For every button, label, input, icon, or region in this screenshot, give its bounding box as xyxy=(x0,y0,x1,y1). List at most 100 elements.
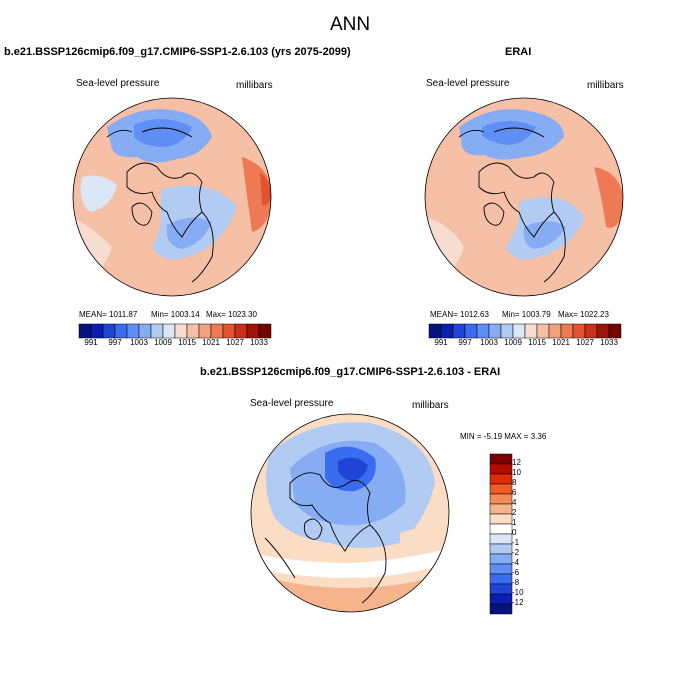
colorbar-swatch xyxy=(596,323,610,339)
panel-2-min: Min= 1003.79 xyxy=(502,310,551,319)
colorbar-swatch xyxy=(489,503,513,515)
colorbar-tick-label: 1033 xyxy=(250,338,268,347)
colorbar-tick-label: 991 xyxy=(434,338,448,347)
colorbar-swatch xyxy=(234,323,248,339)
colorbar-tick-label: 1009 xyxy=(154,338,172,347)
colorbar-tick-label: -1 xyxy=(512,538,520,547)
colorbar-swatch xyxy=(126,323,140,339)
colorbar-swatch xyxy=(246,323,260,339)
panel-1-light-region xyxy=(80,175,117,212)
colorbar-swatch xyxy=(78,323,92,339)
colorbar-tick-label: 1021 xyxy=(202,338,220,347)
colorbar-swatch xyxy=(452,323,466,339)
colorbar-swatch xyxy=(489,463,513,475)
colorbar-tick-label: 1027 xyxy=(226,338,244,347)
panel-1-colorbar-labels: 991 997 1003 1009 1015 1021 1027 1033 xyxy=(79,338,271,350)
panel-1-max: Max= 1023.30 xyxy=(206,310,257,319)
colorbar-tick-label: 1009 xyxy=(504,338,522,347)
colorbar-tick-label: 1033 xyxy=(600,338,618,347)
colorbar-swatch xyxy=(489,483,513,495)
panel-2-mean: MEAN= 1012.63 xyxy=(430,310,489,319)
colorbar-swatch xyxy=(198,323,212,339)
panel-1-polar-map xyxy=(72,97,272,297)
colorbar-swatch xyxy=(489,583,513,595)
colorbar-tick-label: 1021 xyxy=(552,338,570,347)
colorbar-tick-label: 1003 xyxy=(130,338,148,347)
colorbar-swatch xyxy=(489,513,513,525)
colorbar-swatch xyxy=(90,323,104,339)
colorbar-swatch xyxy=(512,323,526,339)
colorbar-tick-label: 1003 xyxy=(480,338,498,347)
panel-3-title: b.e21.BSSP126cmip6.f09_g17.CMIP6-SSP1-2.… xyxy=(200,366,501,378)
colorbar-tick-label: -6 xyxy=(512,568,520,577)
panel-3-white-band xyxy=(251,548,449,578)
colorbar-swatch xyxy=(489,473,513,485)
colorbar-swatch xyxy=(489,603,513,615)
colorbar-swatch xyxy=(524,323,538,339)
panel-2-colorbar xyxy=(428,323,622,339)
panel-1-min: Min= 1003.14 xyxy=(151,310,200,319)
panel-3-minmax: MIN = -5.19 MAX = 3.36 xyxy=(460,432,547,441)
colorbar-tick-label: 997 xyxy=(458,338,472,347)
colorbar-tick-label: 8 xyxy=(512,478,517,487)
colorbar-tick-label: -2 xyxy=(512,548,520,557)
panel-2-colorbar-labels: 991 997 1003 1009 1015 1021 1027 1033 xyxy=(429,338,621,350)
colorbar-swatch xyxy=(489,563,513,575)
colorbar-swatch xyxy=(489,533,513,545)
colorbar-swatch xyxy=(560,323,574,339)
panel-1-high-region xyxy=(242,157,271,232)
colorbar-swatch xyxy=(489,573,513,585)
colorbar-swatch xyxy=(548,323,562,339)
panel-1-coastlines xyxy=(106,127,214,283)
panel-2-max: Max= 1022.23 xyxy=(558,310,609,319)
panel-1-low-arc-core xyxy=(167,217,212,249)
colorbar-tick-label: 0 xyxy=(512,528,517,537)
colorbar-swatch xyxy=(536,323,550,339)
colorbar-tick-label: 1015 xyxy=(528,338,546,347)
panel-2-low-core xyxy=(482,121,536,145)
colorbar-swatch xyxy=(500,323,514,339)
colorbar-swatch xyxy=(608,323,622,339)
panel-1-mean: MEAN= 1011.87 xyxy=(79,310,138,319)
panel-3-polar-map xyxy=(250,413,450,613)
panel-2-title: ERAI xyxy=(505,46,532,58)
colorbar-swatch xyxy=(186,323,200,339)
colorbar-tick-label: 2 xyxy=(512,508,517,517)
colorbar-swatch xyxy=(174,323,188,339)
colorbar-swatch xyxy=(210,323,224,339)
colorbar-swatch xyxy=(150,323,164,339)
colorbar-swatch xyxy=(428,323,442,339)
colorbar-swatch xyxy=(440,323,454,339)
panel-3-pos-corner xyxy=(400,528,449,550)
panel-3-colorbar xyxy=(489,453,513,615)
panel-1-variable: Sea-level pressure xyxy=(76,78,160,89)
colorbar-swatch xyxy=(572,323,586,339)
colorbar-swatch xyxy=(584,323,598,339)
colorbar-swatch xyxy=(489,453,513,465)
panel-3-colorbar-labels: 12 10 8 6 4 2 1 0 -1 -2 -4 -6 -8 -10 -12 xyxy=(512,454,542,614)
colorbar-swatch xyxy=(476,323,490,339)
colorbar-swatch xyxy=(102,323,116,339)
colorbar-swatch xyxy=(489,593,513,605)
colorbar-swatch xyxy=(138,323,152,339)
colorbar-tick-label: 997 xyxy=(108,338,122,347)
colorbar-tick-label: -4 xyxy=(512,558,520,567)
panel-3-neg-deep xyxy=(338,457,368,481)
colorbar-swatch xyxy=(114,323,128,339)
panel-2-high-region xyxy=(594,167,623,228)
panel-3-units: millibars xyxy=(412,400,449,411)
colorbar-tick-label: -8 xyxy=(512,578,520,587)
panel-1-title: b.e21.BSSP126cmip6.f09_g17.CMIP6-SSP1-2.… xyxy=(4,46,351,58)
panel-2-units: millibars xyxy=(587,80,624,91)
colorbar-tick-label: 4 xyxy=(512,498,517,507)
colorbar-swatch xyxy=(162,323,176,339)
panel-2-variable: Sea-level pressure xyxy=(426,78,510,89)
colorbar-swatch xyxy=(489,523,513,535)
colorbar-tick-label: 1027 xyxy=(576,338,594,347)
colorbar-swatch xyxy=(488,323,502,339)
colorbar-swatch xyxy=(222,323,236,339)
colorbar-tick-label: 12 xyxy=(512,458,521,467)
panel-1-low-core xyxy=(134,118,192,147)
panel-2-polar-map xyxy=(424,97,624,297)
colorbar-tick-label: 10 xyxy=(512,468,521,477)
